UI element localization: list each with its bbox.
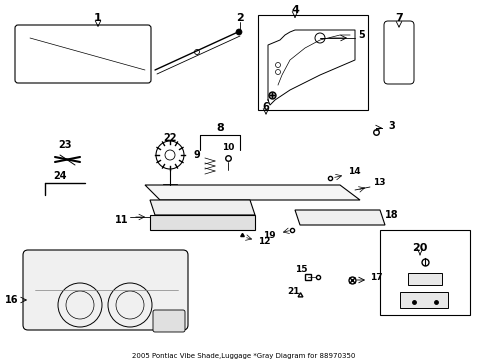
Text: 24: 24 — [53, 171, 67, 181]
Text: 4: 4 — [290, 5, 298, 15]
Text: 2: 2 — [236, 13, 244, 23]
Text: 20: 20 — [411, 243, 427, 253]
Text: 2005 Pontiac Vibe Shade,Luggage *Gray Diagram for 88970350: 2005 Pontiac Vibe Shade,Luggage *Gray Di… — [132, 353, 355, 359]
Text: 5: 5 — [357, 30, 364, 40]
Circle shape — [236, 29, 242, 35]
Text: 11: 11 — [114, 215, 128, 225]
Polygon shape — [150, 215, 254, 230]
Polygon shape — [294, 210, 384, 225]
Bar — [258, 15, 367, 110]
FancyBboxPatch shape — [383, 21, 413, 84]
Bar — [399, 292, 447, 308]
Polygon shape — [145, 185, 359, 200]
Text: 18: 18 — [384, 210, 398, 220]
Bar — [407, 273, 441, 285]
Text: 17: 17 — [369, 274, 382, 283]
Bar — [379, 230, 469, 315]
Text: 14: 14 — [347, 167, 360, 176]
Text: 8: 8 — [216, 123, 224, 133]
FancyBboxPatch shape — [15, 25, 151, 83]
Text: 23: 23 — [58, 140, 72, 150]
Text: 1: 1 — [94, 13, 102, 23]
Text: 9: 9 — [193, 150, 200, 160]
Text: 7: 7 — [394, 13, 402, 23]
Text: 22: 22 — [163, 133, 176, 143]
Text: 13: 13 — [372, 179, 385, 188]
Text: 3: 3 — [387, 121, 394, 131]
FancyBboxPatch shape — [153, 310, 184, 332]
Text: 12: 12 — [258, 238, 270, 247]
Polygon shape — [150, 200, 254, 215]
FancyBboxPatch shape — [23, 250, 187, 330]
Text: 19: 19 — [263, 231, 275, 240]
Text: 10: 10 — [222, 144, 234, 153]
Text: 15: 15 — [294, 265, 307, 274]
Text: 6: 6 — [262, 102, 269, 112]
Text: 21: 21 — [286, 288, 299, 297]
Text: 16: 16 — [4, 295, 18, 305]
Bar — [163, 184, 177, 192]
